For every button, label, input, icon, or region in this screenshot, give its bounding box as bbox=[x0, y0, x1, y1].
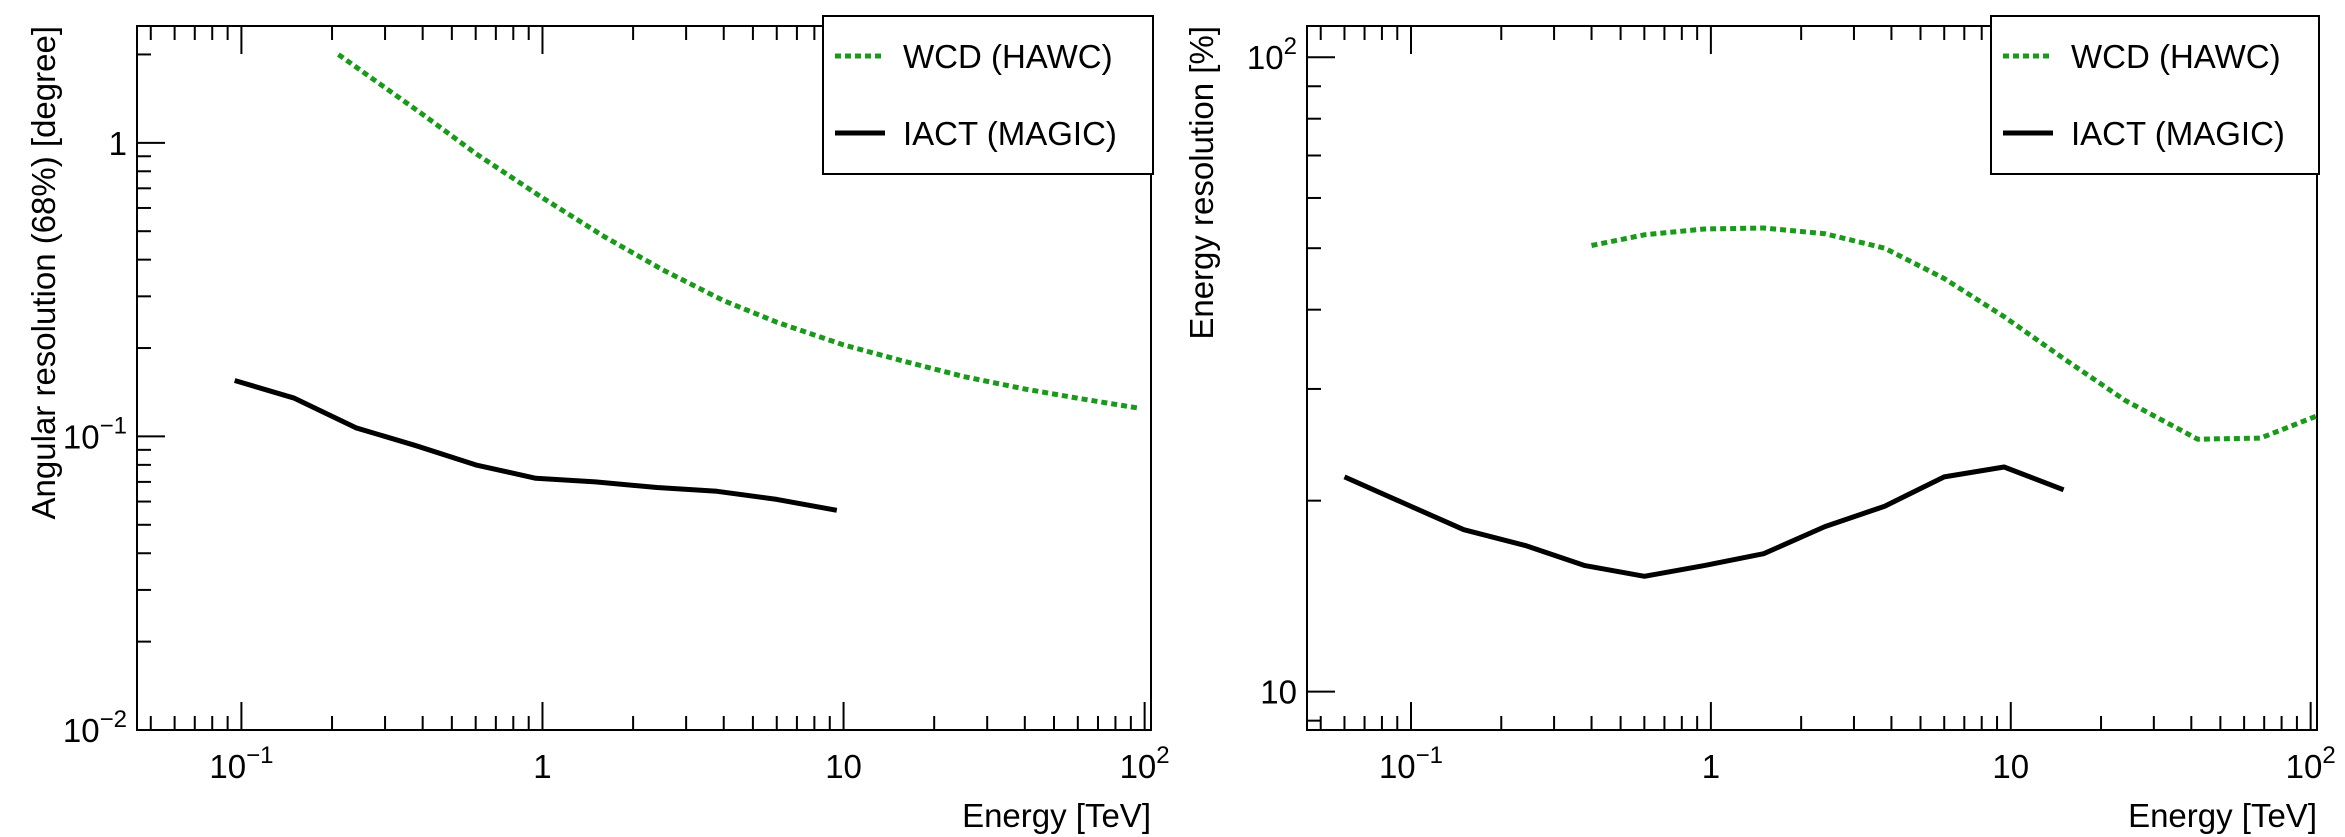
x-tick-base: 10 bbox=[1992, 748, 2029, 785]
x-tick-label: 10−1 bbox=[209, 742, 273, 785]
y-axis-ticks bbox=[137, 53, 165, 731]
y-axis-title: Energy resolution [%] bbox=[1183, 26, 1220, 340]
y-axis-title: Angular resolution (68%) [degree] bbox=[25, 26, 62, 519]
x-tick-base: 10 bbox=[2286, 748, 2323, 785]
legend-label: IACT (MAGIC) bbox=[2071, 115, 2285, 152]
x-tick-exponent: −1 bbox=[1416, 742, 1443, 769]
y-tick-base: 1 bbox=[109, 125, 127, 162]
series-line-iact-magic bbox=[1343, 464, 2065, 579]
y-tick-base: 10 bbox=[1247, 39, 1284, 76]
series-line-wcd-hawc bbox=[336, 52, 1139, 411]
x-axis-title: Energy [TeV] bbox=[962, 797, 1151, 834]
plot-frame bbox=[136, 25, 1152, 731]
x-tick-label: 1 bbox=[1702, 748, 1720, 785]
y-tick-exponent: −2 bbox=[100, 706, 127, 733]
x-tick-base: 1 bbox=[1702, 748, 1720, 785]
y-tick-base: 10 bbox=[63, 418, 100, 455]
y-tick-exponent: 2 bbox=[1284, 33, 1297, 60]
x-tick-base: 10 bbox=[209, 748, 246, 785]
x-tick-label: 10 bbox=[825, 748, 862, 785]
x-tick-base: 10 bbox=[1379, 748, 1416, 785]
series-line-iact-magic bbox=[233, 378, 838, 513]
series-line-wcd-hawc bbox=[1591, 225, 2318, 442]
legend: WCD (HAWC) IACT (MAGIC) bbox=[822, 15, 1154, 175]
y-tick-base: 10 bbox=[1260, 674, 1297, 711]
x-tick-exponent: 2 bbox=[2322, 742, 2335, 769]
x-axis-title: Energy [TeV] bbox=[2128, 797, 2317, 834]
legend-label: WCD (HAWC) bbox=[903, 38, 1113, 75]
y-tick-label: 10 bbox=[1260, 674, 1297, 711]
y-tick-label: 102 bbox=[1247, 33, 1297, 76]
x-tick-base: 10 bbox=[825, 748, 862, 785]
legend: WCD (HAWC) IACT (MAGIC) bbox=[1990, 15, 2320, 175]
plot-frame bbox=[1306, 25, 2318, 731]
x-tick-exponent: −1 bbox=[246, 742, 273, 769]
x-tick-label: 102 bbox=[2286, 742, 2336, 785]
x-tick-label: 10 bbox=[1992, 748, 2029, 785]
x-tick-label: 1 bbox=[533, 748, 551, 785]
x-axis-ticks bbox=[149, 26, 1146, 730]
x-tick-exponent: 2 bbox=[1156, 742, 1169, 769]
x-tick-label: 10−1 bbox=[1379, 742, 1443, 785]
y-tick-exponent: −1 bbox=[100, 412, 127, 439]
x-tick-base: 1 bbox=[533, 748, 551, 785]
legend-label: IACT (MAGIC) bbox=[903, 115, 1117, 152]
y-tick-base: 10 bbox=[63, 712, 100, 749]
y-axis-ticks bbox=[1307, 56, 1335, 722]
y-tick-label: 10−2 bbox=[63, 706, 127, 749]
x-tick-label: 102 bbox=[1120, 742, 1170, 785]
legend-box bbox=[1990, 15, 2320, 175]
y-tick-label: 1 bbox=[109, 125, 127, 162]
y-tick-label: 10−1 bbox=[63, 412, 127, 455]
x-tick-base: 10 bbox=[1120, 748, 1157, 785]
legend-label: WCD (HAWC) bbox=[2071, 38, 2281, 75]
legend-box bbox=[822, 15, 1154, 175]
